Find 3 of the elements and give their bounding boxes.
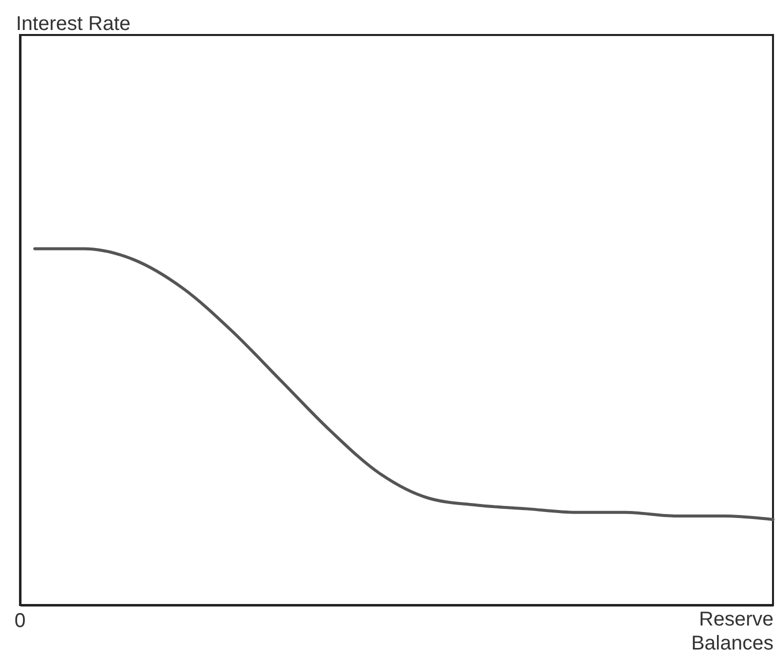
text: Interest Rate bbox=[16, 13, 131, 35]
text: 0 bbox=[14, 610, 26, 632]
x-axis-title: Reserve Balances bbox=[691, 608, 774, 654]
